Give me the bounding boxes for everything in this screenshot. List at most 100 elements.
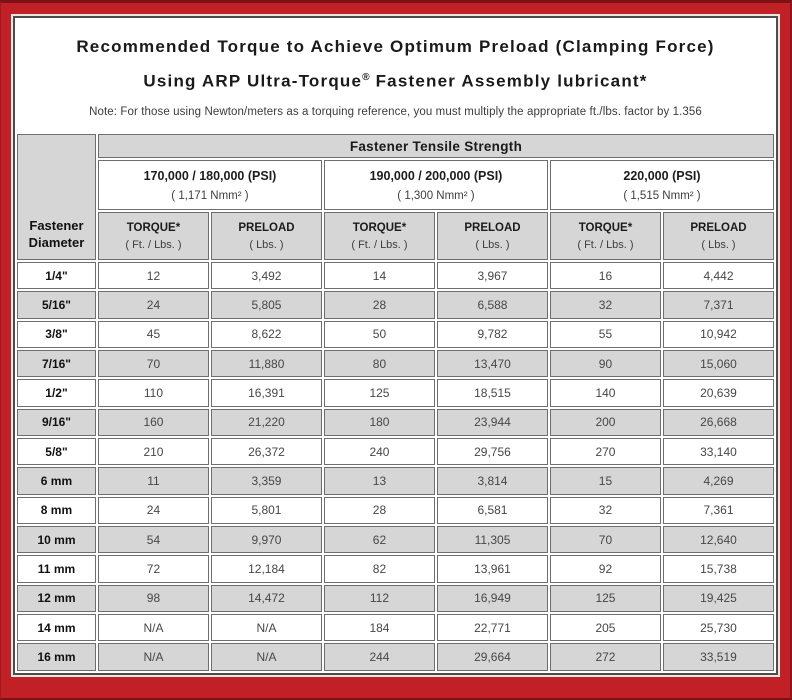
preload-170-cell: N/A — [210, 643, 322, 671]
preload-170-cell: 9,970 — [210, 526, 322, 554]
content-panel: Recommended Torque to Achieve Optimum Pr… — [13, 16, 778, 675]
preload-label: PRELOAD — [690, 221, 747, 234]
preload-190-cell: 3,814 — [436, 467, 548, 495]
torque-label: TORQUE* — [578, 221, 633, 234]
psi-group-170-180: 170,000 / 180,000 (PSI) ( 1,171 Nmm² ) — [97, 160, 322, 210]
psi-group-190-200: 190,000 / 200,000 (PSI) ( 1,300 Nmm² ) — [323, 160, 548, 210]
diameter-cell: 6 mm — [17, 467, 96, 495]
diameter-cell: 11 mm — [17, 555, 96, 583]
torque-170-cell: 70 — [97, 350, 209, 378]
torque-170-cell: 160 — [97, 408, 209, 437]
psi-label: 170,000 / 180,000 (PSI) — [143, 168, 277, 183]
preload-170-cell: N/A — [210, 614, 322, 642]
table-row: 9/16" 160 21,220 180 23,944 200 26,668 — [17, 408, 774, 437]
torque-170-cell: 210 — [97, 438, 209, 466]
torque-170-cell: 11 — [97, 467, 209, 495]
nmm-label: ( 1,300 Nmm² ) — [397, 189, 475, 202]
torque-190-cell: 180 — [323, 408, 435, 437]
preload-170-cell: 26,372 — [210, 438, 322, 466]
diameter-cell: 9/16" — [17, 408, 96, 437]
torque-220-cell: 272 — [549, 643, 661, 671]
torque-170-cell: 45 — [97, 320, 209, 349]
title-line2-post: Fastener Assembly lubricant* — [369, 71, 648, 91]
preload-220-cell: 20,639 — [662, 379, 774, 407]
diameter-cell: 8 mm — [17, 496, 96, 525]
preload-190-cell: 18,515 — [436, 379, 548, 407]
table-row: 8 mm 24 5,801 28 6,581 32 7,361 — [17, 496, 774, 525]
torque-220-cell: 140 — [549, 379, 661, 407]
preload-220-cell: 26,668 — [662, 408, 774, 437]
torque-190-cell: 28 — [323, 291, 435, 319]
torque-170-cell: 12 — [97, 262, 209, 290]
table-row: 3/8" 45 8,622 50 9,782 55 10,942 — [17, 320, 774, 349]
torque-170-cell: 110 — [97, 379, 209, 407]
page-title-line2: Using ARP Ultra-Torque® Fastener Assembl… — [15, 62, 776, 97]
tensile-strength-header: Fastener Tensile Strength — [97, 134, 774, 158]
preload-220-cell: 12,640 — [662, 526, 774, 554]
table-row: 5/16" 24 5,805 28 6,588 32 7,371 — [17, 291, 774, 319]
page-title-line1: Recommended Torque to Achieve Optimum Pr… — [76, 37, 715, 56]
diameter-cell: 10 mm — [17, 526, 96, 554]
table-body: 1/4" 12 3,492 14 3,967 16 4,442 5/16" 24 5,805 28 6… — [17, 262, 774, 671]
torque-220-cell: 270 — [549, 438, 661, 466]
preload-190-cell: 3,967 — [436, 262, 548, 290]
preload-190-cell: 6,588 — [436, 291, 548, 319]
diameter-cell: 7/16" — [17, 350, 96, 378]
table-row: 10 mm 54 9,970 62 11,305 70 12,640 — [17, 526, 774, 554]
torque-170-cell: N/A — [97, 614, 209, 642]
torque-220-cell: 205 — [549, 614, 661, 642]
torque-170-cell: 54 — [97, 526, 209, 554]
nmm-label: ( 1,171 Nmm² ) — [171, 189, 249, 202]
preload-subheader-220: PRELOAD ( Lbs. ) — [662, 212, 774, 260]
psi-label: 190,000 / 200,000 (PSI) — [369, 168, 503, 183]
torque-220-cell: 16 — [549, 262, 661, 290]
preload-unit: ( Lbs. ) — [475, 238, 510, 251]
preload-220-cell: 4,269 — [662, 467, 774, 495]
torque-unit: ( Ft. / Lbs. ) — [125, 238, 182, 251]
diameter-cell: 5/16" — [17, 291, 96, 319]
preload-190-cell: 16,949 — [436, 584, 548, 613]
torque-220-cell: 125 — [549, 584, 661, 613]
title-line2-pre: Using ARP Ultra-Torque — [143, 71, 363, 91]
diameter-cell: 1/4" — [17, 262, 96, 290]
preload-170-cell: 16,391 — [210, 379, 322, 407]
diameter-cell: 5/8" — [17, 438, 96, 466]
preload-220-cell: 7,361 — [662, 496, 774, 525]
preload-220-cell: 33,519 — [662, 643, 774, 671]
preload-220-cell: 33,140 — [662, 438, 774, 466]
preload-220-cell: 25,730 — [662, 614, 774, 642]
torque-220-cell: 200 — [549, 408, 661, 437]
torque-table: Fastener Diameter Fastener Tensile Stren… — [15, 132, 776, 673]
table-row: 1/2" 110 16,391 125 18,515 140 20,639 — [17, 379, 774, 407]
table-row: 5/8" 210 26,372 240 29,756 270 33,140 — [17, 438, 774, 466]
title-block: Recommended Torque to Achieve Optimum Pr… — [15, 18, 776, 132]
conversion-note: Note: For those using Newton/meters as a… — [89, 105, 702, 118]
diameter-cell: 16 mm — [17, 643, 96, 671]
corner-header-fastener-diameter: Fastener Diameter — [17, 134, 96, 260]
torque-subheader-190: TORQUE* ( Ft. / Lbs. ) — [323, 212, 435, 260]
preload-190-cell: 11,305 — [436, 526, 548, 554]
torque-170-cell: 98 — [97, 584, 209, 613]
torque-190-cell: 13 — [323, 467, 435, 495]
diameter-cell: 3/8" — [17, 320, 96, 349]
preload-220-cell: 15,060 — [662, 350, 774, 378]
preload-190-cell: 29,756 — [436, 438, 548, 466]
torque-220-cell: 15 — [549, 467, 661, 495]
torque-label: TORQUE* — [352, 221, 407, 234]
torque-table-container: Fastener Diameter Fastener Tensile Stren… — [15, 132, 776, 673]
preload-170-cell: 8,622 — [210, 320, 322, 349]
psi-label: 220,000 (PSI) — [623, 168, 701, 183]
preload-subheader-190: PRELOAD ( Lbs. ) — [436, 212, 548, 260]
table-row: 12 mm 98 14,472 112 16,949 125 19,425 — [17, 584, 774, 613]
preload-170-cell: 3,359 — [210, 467, 322, 495]
header-row-tensile: Fastener Diameter Fastener Tensile Stren… — [17, 134, 774, 260]
preload-220-cell: 10,942 — [662, 320, 774, 349]
preload-190-cell: 9,782 — [436, 320, 548, 349]
preload-220-cell: 4,442 — [662, 262, 774, 290]
diameter-cell: 14 mm — [17, 614, 96, 642]
diameter-cell: 1/2" — [17, 379, 96, 407]
torque-190-cell: 50 — [323, 320, 435, 349]
preload-170-cell: 5,805 — [210, 291, 322, 319]
torque-190-cell: 80 — [323, 350, 435, 378]
torque-190-cell: 112 — [323, 584, 435, 613]
